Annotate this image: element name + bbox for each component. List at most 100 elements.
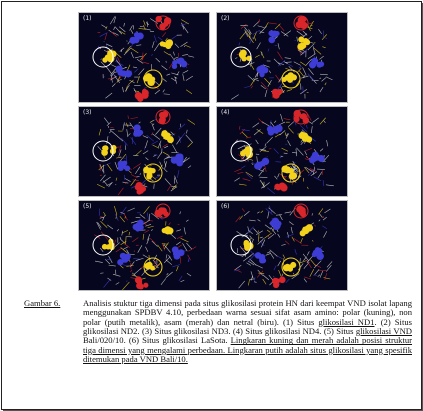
bond-line <box>326 261 333 268</box>
bond-line <box>266 156 268 158</box>
bond-line <box>293 61 301 66</box>
bond-line <box>127 64 131 71</box>
bond-line <box>289 221 294 226</box>
bond-line <box>151 240 158 247</box>
bond-line <box>309 168 316 172</box>
bond-line <box>260 210 264 214</box>
bond-line <box>284 211 292 214</box>
bond-line <box>183 227 186 235</box>
bond-line <box>126 265 134 267</box>
bond-line <box>94 260 103 263</box>
bond-line <box>150 54 154 56</box>
bond-line <box>243 210 250 216</box>
bond-line <box>130 174 138 179</box>
bond-line <box>115 60 124 66</box>
bond-line <box>275 214 283 216</box>
bond-line <box>180 41 188 47</box>
bond-line <box>322 180 325 187</box>
bond-line <box>114 26 123 35</box>
bond-line <box>266 251 271 254</box>
atom-sphere <box>254 252 262 259</box>
bond-line <box>163 155 171 160</box>
bond-line <box>110 127 115 129</box>
bond-line <box>154 262 161 271</box>
bond-line <box>169 34 178 41</box>
bond-line <box>154 264 159 269</box>
bond-line <box>182 156 187 163</box>
highlight-ring <box>92 46 114 68</box>
bond-line <box>182 70 189 74</box>
structure-panel-6: (6) <box>216 200 348 291</box>
bond-line <box>163 256 171 264</box>
bond-line <box>137 245 143 253</box>
bond-line <box>314 224 316 227</box>
atom-sphere <box>101 149 108 156</box>
bond-line <box>277 173 280 178</box>
bond-line <box>247 75 255 82</box>
bond-line <box>107 224 114 230</box>
bond-line <box>304 166 310 174</box>
atom-sphere <box>298 36 305 43</box>
atom-sphere <box>180 60 188 68</box>
bond-line <box>322 46 326 48</box>
bond-line <box>288 127 294 134</box>
bond-line <box>154 175 161 179</box>
bond-line <box>242 255 251 262</box>
bond-line <box>153 35 157 43</box>
bond-line <box>154 89 161 95</box>
highlight-ring <box>155 109 171 125</box>
bond-line <box>286 233 294 238</box>
bond-line <box>257 25 265 29</box>
bond-line <box>284 132 287 137</box>
bond-line <box>178 123 186 130</box>
bond-line <box>273 148 279 154</box>
bond-line <box>311 126 313 133</box>
bond-line <box>250 85 254 89</box>
bond-line <box>302 67 307 76</box>
highlight-ring <box>92 234 114 256</box>
bond-line <box>100 231 109 240</box>
bond-line <box>104 33 108 41</box>
bond-line <box>303 74 306 79</box>
bond-line <box>283 61 288 65</box>
bond-line <box>139 173 141 175</box>
bond-line <box>317 274 321 277</box>
bond-line <box>161 32 167 37</box>
bond-line <box>103 76 105 78</box>
atom-sphere <box>290 172 298 180</box>
bond-line <box>246 262 251 266</box>
bond-line <box>105 66 112 74</box>
bond-line <box>296 68 302 73</box>
bond-line <box>99 32 108 37</box>
bond-line <box>119 236 122 240</box>
bond-line <box>125 236 127 245</box>
panel-number: (3) <box>83 109 92 116</box>
bond-line <box>257 239 264 245</box>
bond-line <box>310 171 318 177</box>
bond-line <box>306 251 310 256</box>
bond-line <box>270 227 277 235</box>
bond-line <box>107 77 115 80</box>
bond-line <box>261 121 270 127</box>
bond-line <box>245 171 254 177</box>
atom-sphere <box>272 126 280 134</box>
bond-line <box>126 280 128 282</box>
bond-line <box>303 278 307 283</box>
bond-line <box>307 73 315 82</box>
atom-sphere <box>158 117 166 125</box>
atom-sphere <box>299 131 305 137</box>
bond-line <box>186 129 188 134</box>
atom-sphere <box>163 17 172 25</box>
bond-line <box>142 150 149 155</box>
bond-line <box>265 22 269 28</box>
bond-line <box>109 131 112 134</box>
bond-line <box>264 89 268 97</box>
bond-line <box>323 277 331 280</box>
bond-line <box>130 269 133 273</box>
highlight-ring <box>281 163 301 183</box>
bond-line <box>166 272 169 276</box>
bond-line <box>100 58 102 60</box>
bond-line <box>306 156 310 160</box>
bond-line <box>165 271 173 278</box>
bond-line <box>286 133 289 137</box>
